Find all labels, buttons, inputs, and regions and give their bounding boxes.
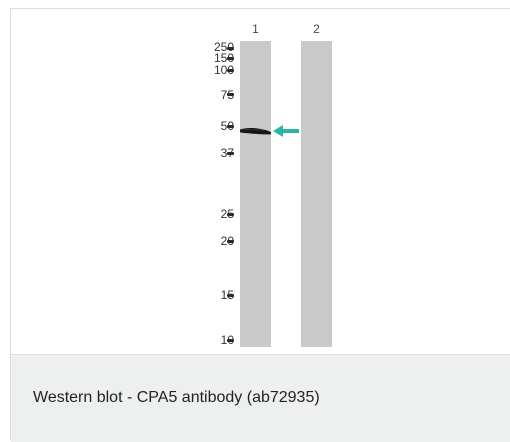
marker-label-250: 250 — [213, 40, 234, 54]
marker-tick-150 — [227, 57, 234, 60]
lane-2-label: 2 — [313, 22, 320, 36]
marker-tick-37 — [227, 152, 234, 155]
marker-tick-75 — [227, 93, 234, 96]
marker-tick-50 — [227, 125, 234, 128]
marker-tick-20 — [227, 240, 234, 243]
western-blot-image: 1 2 250 150 100 75 50 37 25 20 15 10 — [11, 9, 510, 354]
marker-label-100: 100 — [213, 63, 234, 77]
marker-tick-15 — [227, 294, 234, 297]
protein-band-icon — [240, 127, 271, 135]
lane-1-label: 1 — [252, 22, 259, 36]
marker-label-150: 150 — [213, 51, 234, 65]
lane-1 — [240, 41, 271, 347]
caption-bar: Western blot - CPA5 antibody (ab72935) — [11, 354, 510, 442]
figure-card: 1 2 250 150 100 75 50 37 25 20 15 10 — [10, 8, 510, 442]
marker-tick-100 — [227, 69, 234, 72]
marker-tick-25 — [227, 213, 234, 216]
marker-tick-10 — [227, 339, 234, 342]
figure-caption: Western blot - CPA5 antibody (ab72935) — [33, 389, 320, 406]
marker-tick-250 — [227, 47, 234, 50]
lane-2 — [301, 41, 332, 347]
left-arrow-icon — [273, 125, 299, 137]
